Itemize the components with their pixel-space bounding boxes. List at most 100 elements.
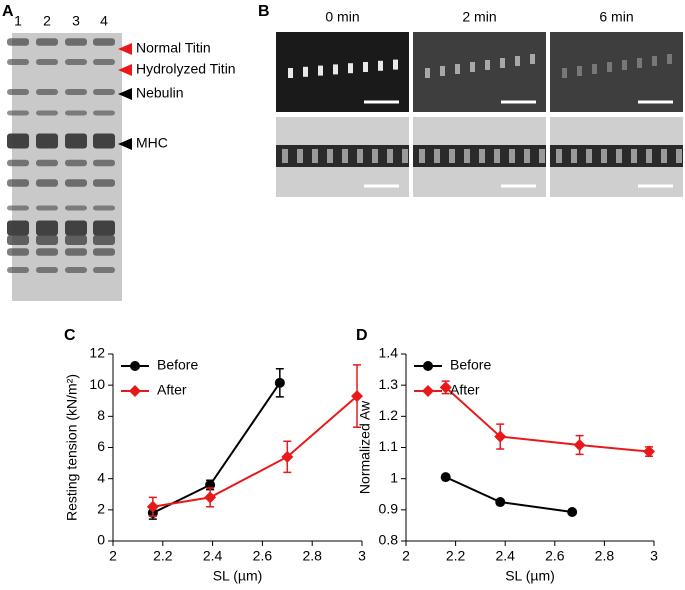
marker — [495, 497, 506, 508]
fluorescence-image — [550, 32, 683, 112]
y-axis-label: Resting tension (kN/m²) — [64, 374, 80, 521]
gel-band — [36, 205, 58, 211]
fluorescent-band — [515, 56, 520, 66]
sarcomere-light — [342, 149, 348, 163]
y-tick-label: 10 — [89, 376, 105, 392]
fluorescent-band — [333, 64, 338, 75]
gel-band — [65, 89, 87, 95]
gel-background — [12, 33, 122, 301]
sarcomere-light — [449, 149, 455, 163]
y-tick-label: 6 — [97, 438, 105, 454]
gel-band — [7, 89, 29, 95]
legend-marker — [422, 385, 434, 397]
gel-band — [65, 159, 87, 167]
fluorescent-band — [485, 60, 490, 70]
gel-band — [65, 133, 87, 149]
gel-band — [93, 248, 115, 256]
gel-band — [7, 179, 29, 187]
gel-band — [36, 220, 58, 236]
lane-label: 2 — [43, 13, 51, 29]
fluorescent-band — [470, 62, 475, 72]
y-tick-label: 1.3 — [379, 376, 399, 392]
gel-band — [36, 38, 58, 46]
y-tick-label: 2 — [97, 501, 105, 517]
gel-band — [36, 267, 58, 273]
x-tick-label: 2.2 — [153, 548, 173, 564]
sarcomere-light — [556, 149, 562, 163]
gel-band — [93, 220, 115, 236]
marker — [146, 500, 159, 513]
gel-band — [36, 235, 58, 245]
band-label: Nebulin — [136, 85, 183, 101]
gel-band — [93, 267, 115, 273]
marker — [351, 390, 364, 403]
fluorescence-image — [413, 32, 546, 112]
fluorescent-band — [393, 59, 398, 70]
y-tick-label: 0.9 — [379, 501, 399, 517]
x-tick-label: 3 — [650, 548, 658, 564]
marker — [440, 472, 451, 483]
legend-label: After — [450, 382, 480, 398]
x-tick-label: 2.6 — [545, 548, 565, 564]
sarcomere-light — [387, 149, 393, 163]
band-arrow — [118, 138, 132, 150]
gel-band — [7, 220, 29, 236]
series-line — [445, 476, 573, 514]
sarcomere-light — [661, 149, 667, 163]
panel-label: C — [64, 327, 76, 344]
sarcomere-light — [419, 149, 425, 163]
sarcomere-light — [372, 149, 378, 163]
sarcomere-light — [327, 149, 333, 163]
gel-band — [36, 110, 58, 116]
gel-image — [7, 33, 122, 301]
gel-band — [93, 179, 115, 187]
gel-band — [7, 248, 29, 256]
x-axis-label: SL (µm) — [213, 568, 263, 584]
sarcomere-light — [312, 149, 318, 163]
gel-band — [36, 133, 58, 149]
gel-band — [93, 89, 115, 95]
gel-band — [7, 59, 29, 65]
fluorescent-band — [637, 58, 642, 68]
sarcomere-light — [586, 149, 592, 163]
fluorescent-band — [425, 68, 430, 78]
band-label: Normal Titin — [136, 40, 211, 56]
sarcomere-light — [464, 149, 470, 163]
y-tick-label: 1 — [390, 469, 398, 485]
gel-band — [93, 205, 115, 211]
x-tick-label: 2.8 — [595, 548, 615, 564]
marker — [274, 377, 285, 388]
lane-label: 1 — [14, 13, 22, 29]
legend-marker — [130, 361, 140, 371]
band-arrow — [118, 43, 132, 55]
gel-band — [65, 59, 87, 65]
sarcomere-light — [509, 149, 515, 163]
legend-label: After — [157, 382, 187, 398]
fluorescent-band — [667, 54, 672, 64]
y-tick-label: 1.2 — [379, 407, 399, 423]
x-tick-label: 2.2 — [446, 548, 466, 564]
sarcomere-light — [646, 149, 652, 163]
marker — [567, 507, 578, 518]
fluorescent-band — [500, 58, 505, 68]
legend-marker — [129, 385, 141, 397]
y-axis-label: Normalized Aw — [357, 400, 373, 494]
gel-band — [65, 235, 87, 245]
band-label: MHC — [136, 135, 168, 151]
y-tick-label: 4 — [97, 469, 105, 485]
fluorescent-band — [455, 64, 460, 74]
gel-band — [93, 38, 115, 46]
sarcomere-light — [434, 149, 440, 163]
gel-band — [93, 110, 115, 116]
sarcomere-light — [524, 149, 530, 163]
marker — [439, 381, 452, 394]
marker — [281, 450, 294, 463]
gel-band — [7, 205, 29, 211]
gel-band — [65, 220, 87, 236]
fluorescent-band — [363, 62, 368, 72]
band-arrow — [118, 88, 132, 100]
micrographs — [276, 32, 683, 197]
time-label: 2 min — [462, 9, 496, 25]
fluorescent-band — [562, 68, 567, 78]
fluorescent-band — [303, 66, 308, 77]
